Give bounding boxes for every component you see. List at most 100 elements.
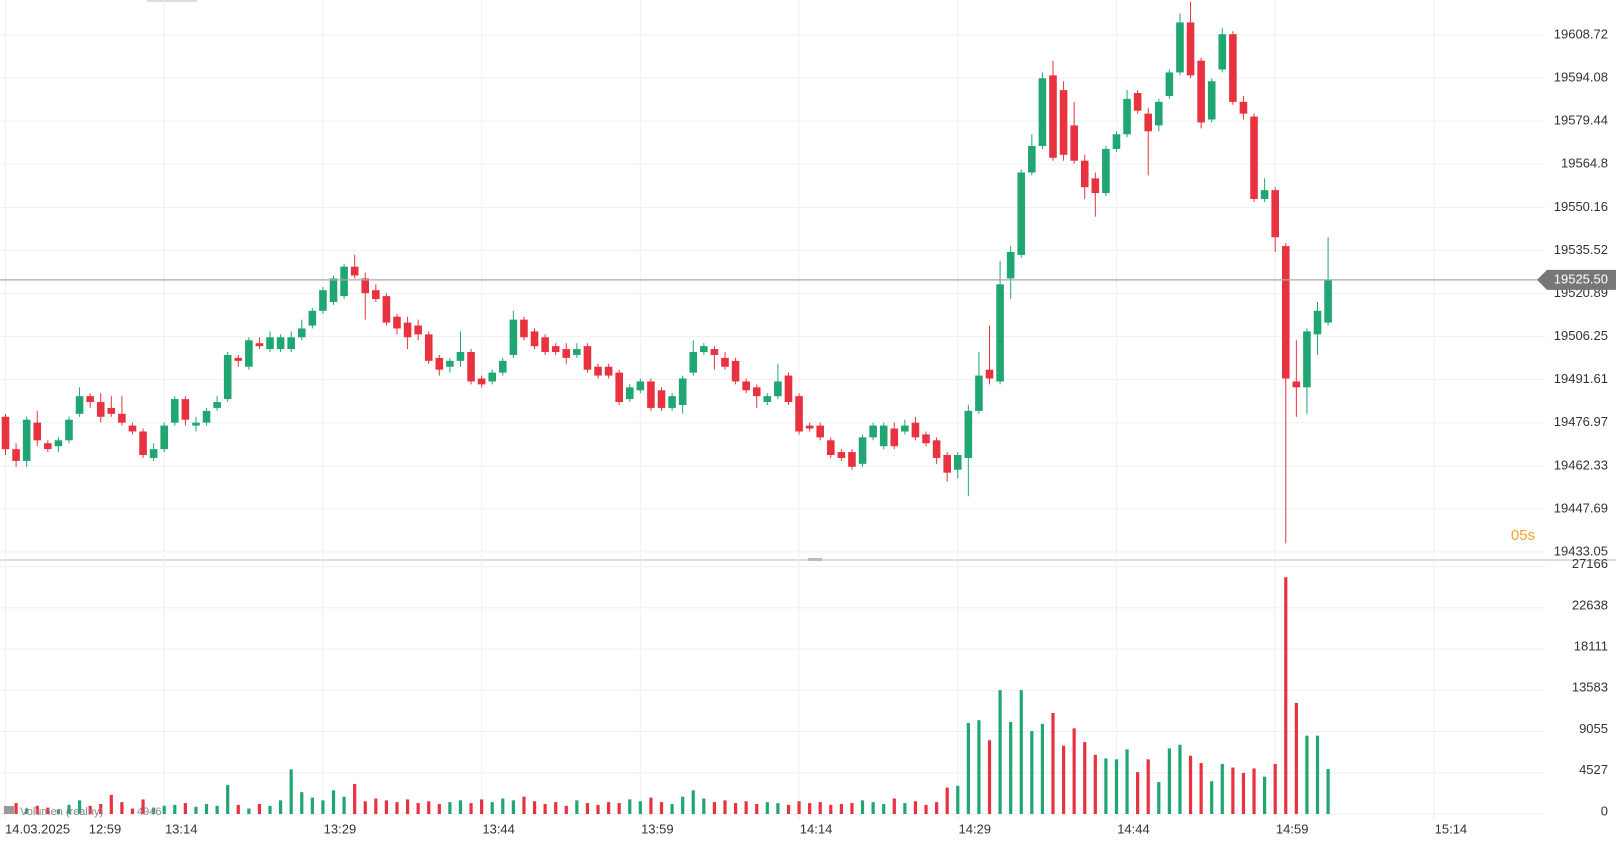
candle-body	[530, 331, 539, 347]
candle-body	[435, 357, 444, 370]
volume-bar	[765, 802, 769, 814]
candle-body	[551, 346, 560, 353]
candle-body	[573, 349, 581, 355]
x-tick-label: 13:14	[165, 821, 198, 836]
candle-body	[1281, 246, 1290, 379]
volume-bar	[808, 803, 812, 814]
volume-bar	[712, 802, 717, 814]
x-tick-label: 14:59	[1276, 821, 1309, 836]
volume-bar	[776, 803, 780, 814]
candle-body	[276, 337, 285, 350]
candle-body	[393, 316, 401, 329]
volume-bar	[1104, 758, 1108, 814]
candle-body	[1112, 134, 1121, 149]
candle-body	[107, 407, 116, 414]
volume-bar	[818, 802, 822, 814]
volume-bar	[141, 799, 145, 814]
volume-bar	[1188, 755, 1193, 814]
candle-body	[848, 452, 856, 467]
y-tick-label: 19476.97	[1554, 414, 1608, 429]
volume-bar	[871, 802, 875, 814]
candle-body	[181, 399, 190, 420]
volume-bar	[363, 801, 367, 814]
volume-bar	[956, 785, 960, 814]
volume-bar	[702, 798, 706, 814]
candle-body	[985, 369, 994, 379]
volume-bar	[1072, 728, 1076, 814]
candle-body	[858, 437, 867, 464]
candle-body	[1218, 34, 1227, 70]
candle-body	[255, 343, 264, 347]
volume-bar	[670, 803, 674, 814]
volume-bar	[1136, 772, 1140, 814]
volume-bar	[1093, 754, 1097, 814]
volume-bar	[860, 800, 865, 814]
candle-body	[223, 354, 232, 400]
date-label: 14.03.2025	[5, 821, 70, 836]
volume-bar	[945, 787, 949, 814]
candle-body	[731, 360, 740, 382]
candle-body	[774, 381, 782, 397]
volume-bar	[384, 800, 389, 814]
y-tick-label: 19550.16	[1554, 199, 1608, 214]
candle-body	[149, 449, 158, 458]
candle-body	[1207, 81, 1216, 120]
candle-body	[1271, 190, 1279, 238]
volume-bar	[1083, 742, 1087, 814]
candle-body	[710, 349, 719, 355]
volume-bar	[850, 803, 854, 814]
volume-bar	[342, 796, 346, 814]
y-tick-label: 19447.69	[1554, 500, 1608, 515]
toolbar-handle	[147, 0, 197, 2]
volume-bar	[1019, 690, 1023, 814]
volume-bar	[130, 808, 135, 814]
volume-bar	[575, 800, 579, 814]
volume-bar	[1284, 577, 1288, 814]
candle-body	[65, 419, 73, 441]
legend-icon[interactable]	[4, 806, 14, 814]
candle-body	[964, 410, 973, 458]
candle-body	[562, 349, 571, 358]
volume-bar	[321, 800, 325, 814]
volume-bar	[268, 805, 272, 814]
candle-body	[498, 360, 507, 373]
volume-bar	[638, 801, 642, 814]
candle-body	[890, 428, 899, 447]
volume-bar	[278, 800, 283, 814]
pane-resize-handle[interactable]	[808, 558, 822, 561]
volume-bar	[480, 799, 484, 814]
volume-bar	[913, 801, 918, 814]
candle-body	[1133, 93, 1142, 111]
candle-body	[1059, 90, 1068, 155]
volume-bar	[1252, 768, 1256, 814]
y-tick-label: 19535.52	[1554, 242, 1608, 257]
candle-body	[911, 422, 920, 438]
x-tick-label: 14:44	[1117, 821, 1150, 836]
candle-body	[96, 402, 105, 417]
candle-body	[319, 290, 327, 311]
volume-bar	[511, 800, 515, 814]
volume-bar	[25, 808, 29, 814]
candle-body	[308, 310, 317, 326]
volume-bar	[1167, 748, 1171, 814]
volume-bar	[120, 802, 124, 814]
candle-body	[1006, 251, 1015, 279]
candle-body	[869, 425, 877, 438]
candle-body	[678, 378, 687, 405]
candle-body	[689, 352, 698, 373]
volume-bar	[501, 798, 505, 814]
volume-bar	[1315, 735, 1320, 814]
volume-tick-label: 9055	[1579, 721, 1608, 736]
candle-body	[139, 431, 147, 456]
candle-body	[668, 396, 676, 408]
candle-body	[340, 266, 348, 297]
candle-body	[33, 422, 42, 441]
volume-tick-label: 0	[1601, 803, 1608, 818]
volume-bar	[310, 797, 314, 814]
volume-bar	[437, 803, 441, 814]
candle-body	[160, 425, 169, 450]
volume-bar	[522, 796, 526, 814]
candle-body	[424, 334, 433, 361]
candle-body	[1313, 310, 1322, 335]
volume-bar	[977, 720, 981, 814]
